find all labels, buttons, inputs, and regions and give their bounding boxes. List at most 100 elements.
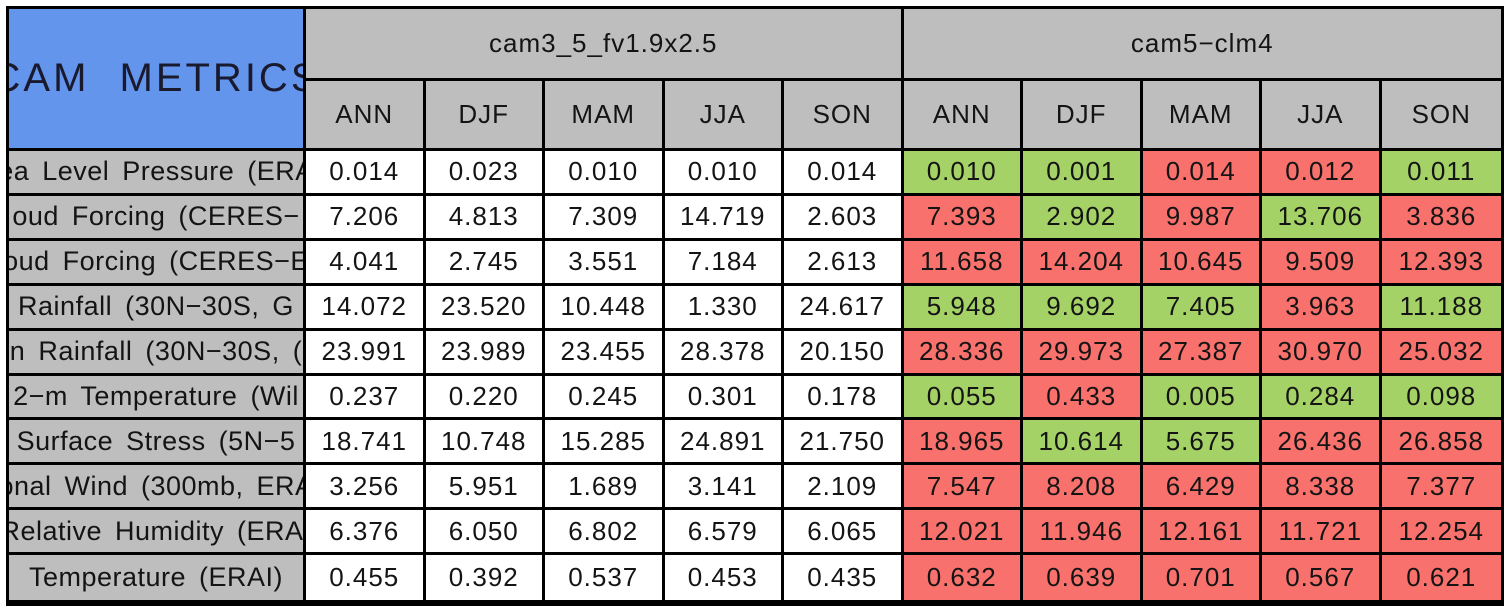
metric-label: Rainfall (30N−30S, G — [9, 285, 306, 331]
metric-value-cell: 0.392 — [425, 555, 545, 600]
metric-value-cell: 3.551 — [545, 240, 665, 286]
metric-value-cell: 0.098 — [1381, 375, 1501, 421]
metric-value-cell: 0.701 — [1142, 555, 1262, 600]
metric-value-cell: 0.632 — [903, 555, 1023, 600]
metric-value-cell: 12.393 — [1381, 240, 1501, 286]
metric-value-cell: 29.973 — [1023, 330, 1143, 376]
metric-value-cell: 18.965 — [903, 420, 1023, 466]
metric-value-cell: 10.448 — [545, 285, 665, 331]
metric-value-cell: 7.405 — [1142, 285, 1262, 331]
season-header: DJF — [1023, 81, 1143, 151]
metric-value-cell: 0.453 — [664, 555, 784, 600]
metrics-grid: CAM METRICS cam3_5_fv1.9x2.5 cam5−clm4 ANN D… — [6, 6, 1504, 606]
metric-value-cell: 0.023 — [425, 151, 545, 196]
metric-value-cell: 3.836 — [1381, 195, 1501, 241]
metric-value-cell: 26.858 — [1381, 420, 1501, 466]
metric-value-cell: 11.721 — [1262, 510, 1382, 556]
metric-value-cell: 0.639 — [1023, 555, 1143, 600]
season-header: ANN — [306, 81, 426, 151]
metric-value-cell: 23.989 — [425, 330, 545, 376]
metric-value-cell: 10.748 — [425, 420, 545, 466]
season-header: JJA — [664, 81, 784, 151]
metric-value-cell: 1.689 — [545, 465, 665, 511]
metric-value-cell: 0.537 — [545, 555, 665, 600]
metric-value-cell: 0.011 — [1381, 151, 1501, 196]
metric-value-cell: 3.256 — [306, 465, 426, 511]
metric-value-cell: 0.012 — [1262, 151, 1382, 196]
metric-value-cell: 5.951 — [425, 465, 545, 511]
metric-value-cell: 11.658 — [903, 240, 1023, 286]
metric-value-cell: 0.014 — [1142, 151, 1262, 196]
metric-value-cell: 6.429 — [1142, 465, 1262, 511]
metric-value-cell: 7.206 — [306, 195, 426, 241]
metric-value-cell: 25.032 — [1381, 330, 1501, 376]
metric-value-cell: 2.745 — [425, 240, 545, 286]
metric-value-cell: 21.750 — [784, 420, 904, 466]
metric-value-cell: 9.987 — [1142, 195, 1262, 241]
metric-label: n Rainfall (30N−30S, ( — [9, 330, 306, 376]
metric-value-cell: 11.946 — [1023, 510, 1143, 556]
metric-value-cell: 0.237 — [306, 375, 426, 421]
metric-value-cell: 0.245 — [545, 375, 665, 421]
metric-label: Relative Humidity (ERAI — [9, 510, 306, 556]
metric-value-cell: 2.109 — [784, 465, 904, 511]
metric-label: Surface Stress (5N−5 — [9, 420, 306, 466]
metric-value-cell: 6.579 — [664, 510, 784, 556]
model-header: cam5−clm4 — [903, 9, 1501, 81]
metric-value-cell: 2.613 — [784, 240, 904, 286]
metric-value-cell: 4.813 — [425, 195, 545, 241]
metric-value-cell: 14.072 — [306, 285, 426, 331]
table-title: CAM METRICS — [9, 9, 306, 151]
metric-value-cell: 6.802 — [545, 510, 665, 556]
metric-value-cell: 6.376 — [306, 510, 426, 556]
metric-value-cell: 0.455 — [306, 555, 426, 600]
metric-value-cell: 7.184 — [664, 240, 784, 286]
metric-value-cell: 18.741 — [306, 420, 426, 466]
metric-value-cell: 9.692 — [1023, 285, 1143, 331]
season-header: SON — [784, 81, 904, 151]
metric-value-cell: 14.204 — [1023, 240, 1143, 286]
metric-value-cell: 7.309 — [545, 195, 665, 241]
metric-value-cell: 4.041 — [306, 240, 426, 286]
metric-value-cell: 0.178 — [784, 375, 904, 421]
metric-value-cell: 14.719 — [664, 195, 784, 241]
metric-value-cell: 30.970 — [1262, 330, 1382, 376]
metric-value-cell: 2.902 — [1023, 195, 1143, 241]
metric-value-cell: 23.455 — [545, 330, 665, 376]
metric-value-cell: 24.617 — [784, 285, 904, 331]
metric-value-cell: 0.301 — [664, 375, 784, 421]
model-header: cam3_5_fv1.9x2.5 — [306, 9, 904, 81]
metric-value-cell: 0.220 — [425, 375, 545, 421]
season-header: MAM — [545, 81, 665, 151]
metric-value-cell: 0.014 — [306, 151, 426, 196]
metric-value-cell: 28.336 — [903, 330, 1023, 376]
season-header: MAM — [1142, 81, 1262, 151]
metric-value-cell: 3.141 — [664, 465, 784, 511]
metric-value-cell: 6.050 — [425, 510, 545, 556]
metric-value-cell: 13.706 — [1262, 195, 1382, 241]
metric-value-cell: 8.208 — [1023, 465, 1143, 511]
metric-value-cell: 0.433 — [1023, 375, 1143, 421]
metric-value-cell: 0.435 — [784, 555, 904, 600]
metric-value-cell: 15.285 — [545, 420, 665, 466]
metric-value-cell: 8.338 — [1262, 465, 1382, 511]
metric-value-cell: 27.387 — [1142, 330, 1262, 376]
metric-value-cell: 7.393 — [903, 195, 1023, 241]
season-header: SON — [1381, 81, 1501, 151]
metric-value-cell: 0.014 — [784, 151, 904, 196]
metric-value-cell: 6.065 — [784, 510, 904, 556]
metric-value-cell: 0.005 — [1142, 375, 1262, 421]
metric-label: ea Level Pressure (ERA — [9, 151, 306, 196]
metric-value-cell: 7.377 — [1381, 465, 1501, 511]
metric-value-cell: 23.520 — [425, 285, 545, 331]
metric-value-cell: 12.254 — [1381, 510, 1501, 556]
metric-value-cell: 12.161 — [1142, 510, 1262, 556]
metric-value-cell: 26.436 — [1262, 420, 1382, 466]
metric-value-cell: 10.614 — [1023, 420, 1143, 466]
metric-value-cell: 7.547 — [903, 465, 1023, 511]
metric-value-cell: 0.055 — [903, 375, 1023, 421]
metric-value-cell: 0.001 — [1023, 151, 1143, 196]
metric-value-cell: 20.150 — [784, 330, 904, 376]
season-header: DJF — [425, 81, 545, 151]
metric-value-cell: 0.010 — [903, 151, 1023, 196]
